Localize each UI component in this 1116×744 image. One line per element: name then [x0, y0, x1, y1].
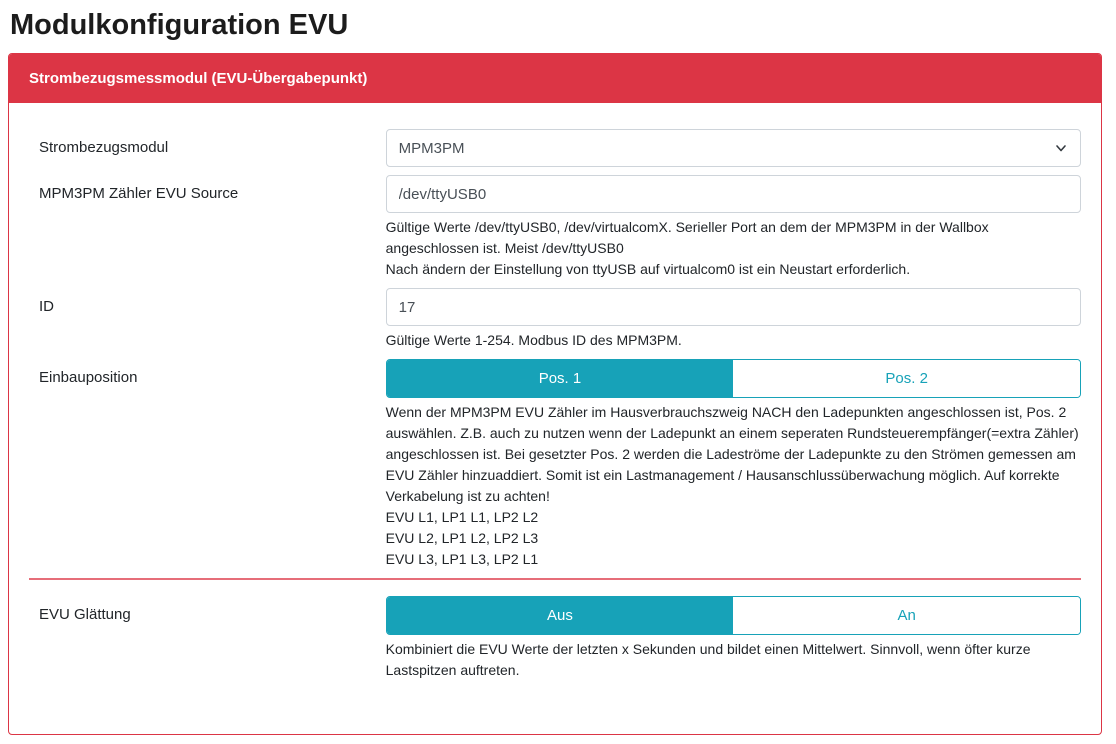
source-help: Gültige Werte /dev/ttyUSB0, /dev/virtual…	[386, 217, 1081, 280]
glaettung-aus-button[interactable]: Aus	[386, 597, 734, 634]
card-header: Strombezugsmessmodul (EVU-Übergabepunkt)	[9, 54, 1101, 103]
einbauposition-help-evu-l3: EVU L3, LP1 L3, LP2 L1	[385, 551, 539, 567]
source-input[interactable]	[385, 175, 1081, 213]
source-label: MPM3PM Zähler EVU Source	[39, 185, 239, 202]
einbauposition-pos2-button[interactable]: Pos. 2	[733, 360, 1080, 397]
source-help-line-1: Gültige Werte /dev/ttyUSB0, /dev/virtual…	[385, 219, 989, 256]
einbauposition-help-evu-l2: EVU L2, LP1 L2, LP2 L3	[385, 530, 539, 546]
row-id: ID Gültige Werte 1-254. Modbus ID des MP…	[29, 288, 1081, 351]
einbauposition-control: Pos. 1 Pos. 2 Wenn der MPM3PM EVU Zähler…	[385, 359, 1081, 570]
id-help: Gültige Werte 1-254. Modbus ID des MPM3P…	[385, 332, 682, 348]
glaettung-toggle-group: Aus An	[385, 596, 1081, 635]
glaettung-control: Aus An Kombiniert die EVU Werte der letz…	[385, 596, 1081, 681]
card-header-title: Strombezugsmessmodul (EVU-Übergabepunkt)	[29, 70, 368, 87]
section-divider	[29, 578, 1081, 580]
einbauposition-label: Einbauposition	[39, 369, 138, 386]
row-glaettung: EVU Glättung Aus An Kombiniert die EVU W…	[29, 596, 1081, 681]
row-einbauposition: Einbauposition Pos. 1 Pos. 2 Wenn der MP…	[29, 359, 1081, 570]
config-card: Strombezugsmessmodul (EVU-Übergabepunkt)…	[8, 53, 1102, 735]
id-control: Gültige Werte 1-254. Modbus ID des MPM3P…	[385, 288, 1081, 351]
source-control: Gültige Werte /dev/ttyUSB0, /dev/virtual…	[385, 175, 1081, 280]
einbauposition-toggle-group: Pos. 1 Pos. 2	[385, 359, 1081, 398]
strombezugsmodul-control: MPM3PM	[385, 129, 1081, 167]
strombezugsmodul-select[interactable]: MPM3PM	[385, 129, 1081, 167]
card-body: Strombezugsmodul MPM3PM MPM3PM Zähler EV…	[9, 103, 1101, 734]
glaettung-help: Kombiniert die EVU Werte der letzten x S…	[385, 641, 1031, 678]
page-title: Modulkonfiguration EVU	[10, 9, 349, 41]
row-source: MPM3PM Zähler EVU Source Gültige Werte /…	[29, 175, 1081, 280]
einbauposition-help-paragraph: Wenn der MPM3PM EVU Zähler im Hausverbra…	[385, 404, 1079, 504]
strombezugsmodul-label: Strombezugsmodul	[39, 139, 169, 156]
row-strombezugsmodul: Strombezugsmodul MPM3PM	[29, 129, 1081, 167]
einbauposition-help-evu-l1: EVU L1, LP1 L1, LP2 L2	[385, 509, 539, 525]
id-input[interactable]	[385, 288, 1081, 326]
glaettung-label: EVU Glättung	[39, 606, 131, 623]
einbauposition-pos1-button[interactable]: Pos. 1	[386, 360, 734, 397]
id-label: ID	[39, 298, 54, 315]
glaettung-an-button[interactable]: An	[733, 597, 1080, 634]
einbauposition-help: Wenn der MPM3PM EVU Zähler im Hausverbra…	[386, 402, 1081, 570]
strombezugsmodul-select-wrap: MPM3PM	[385, 129, 1081, 167]
source-help-line-2: Nach ändern der Einstellung von ttyUSB a…	[385, 261, 911, 277]
